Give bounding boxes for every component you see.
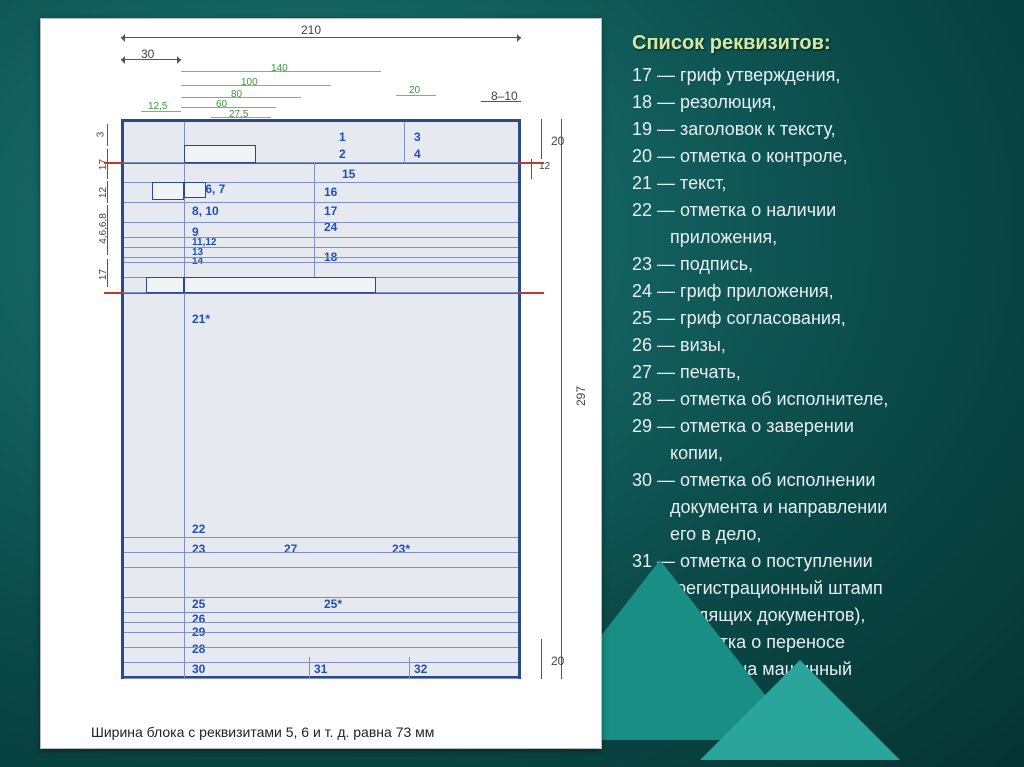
dim-8-10-label: 8–10 xyxy=(491,89,518,103)
slide: 210 30 140 100 80 60 12,5 20 27,5 8–10 xyxy=(0,0,1024,767)
dim-bot-gap xyxy=(541,639,542,679)
num-25s: 25* xyxy=(324,597,342,611)
legend-item: 22 — отметка о наличии xyxy=(632,197,994,224)
num-32n: 32 xyxy=(414,662,427,676)
field-box xyxy=(184,145,256,163)
gdim-140-label: 140 xyxy=(271,63,288,74)
gdim-60-label: 60 xyxy=(216,99,227,110)
num-23s: 23* xyxy=(392,542,410,556)
num-28n: 28 xyxy=(192,642,205,656)
bg-triangle-3 xyxy=(700,660,900,760)
ldim-17a-label: 17 xyxy=(98,159,109,170)
vline-left xyxy=(184,122,185,678)
num-30n: 30 xyxy=(192,662,205,676)
num-16: 16 xyxy=(324,185,337,199)
dim-page-height xyxy=(561,119,562,679)
legend-item: 19 — заголовок к тексту, xyxy=(632,116,994,143)
ldim-3 xyxy=(107,124,108,146)
num-31n: 31 xyxy=(314,662,327,676)
num-25n: 25 xyxy=(192,597,205,611)
legend-item: 25 — гриф согласования, xyxy=(632,305,994,332)
num-23n: 23 xyxy=(192,542,205,556)
dim-bot-gap-label: 20 xyxy=(551,654,564,668)
vline-bot-1 xyxy=(309,657,310,678)
legend-item: 23 — подпись, xyxy=(632,251,994,278)
dim-top-gap xyxy=(541,119,542,159)
field-box xyxy=(184,277,376,293)
legend-item: 18 — резолюция, xyxy=(632,89,994,116)
legend-item: 30 — отметка об исполнении xyxy=(632,467,994,494)
dim-page-height-label: 297 xyxy=(574,386,588,406)
legend-item: 29 — отметка о заверении xyxy=(632,413,994,440)
hline xyxy=(124,678,518,679)
legend-item: 24 — гриф приложения, xyxy=(632,278,994,305)
legend-item: 26 — визы, xyxy=(632,332,994,359)
diagram-caption: Ширина блока с реквизитами 5, 6 и т. д. … xyxy=(91,724,434,740)
gdim-60 xyxy=(181,107,276,108)
num-15: 15 xyxy=(342,167,355,181)
diagram-panel: 210 30 140 100 80 60 12,5 20 27,5 8–10 xyxy=(40,18,602,749)
num-810: 8, 10 xyxy=(192,204,219,218)
legend-title: Список реквизитов: xyxy=(632,28,994,58)
num-22n: 22 xyxy=(192,522,205,536)
diagram: 210 30 140 100 80 60 12,5 20 27,5 8–10 xyxy=(41,19,601,748)
legend-item: 27 — печать, xyxy=(632,359,994,386)
page-outline: 1 2 2a 2б 3 4 5, 6, 7 8, 10 9 11,12 13 1… xyxy=(121,119,521,679)
legend-item: его в дело, xyxy=(632,521,994,548)
legend-item: 28 — отметка об исполнителе, xyxy=(632,386,994,413)
num-4: 4 xyxy=(414,147,421,161)
vline-bot-2 xyxy=(409,657,410,678)
vline-mid xyxy=(314,162,315,292)
num-3: 3 xyxy=(414,130,421,144)
dim-top-gap-label: 20 xyxy=(551,134,564,148)
legend-item: 20 — отметка о контроле, xyxy=(632,143,994,170)
ldim-4668-label: 4,6,6,8 xyxy=(98,213,109,244)
ldim-12-label: 12 xyxy=(98,187,109,198)
num-26n: 26 xyxy=(192,612,205,626)
field-box xyxy=(184,182,206,198)
dim-page-width-label: 210 xyxy=(301,23,321,37)
field-box xyxy=(152,182,184,200)
vline-top-sep xyxy=(404,122,405,162)
legend-item: копии, xyxy=(632,440,994,467)
gdim-80-label: 80 xyxy=(231,89,242,100)
num-17n: 17 xyxy=(324,204,337,218)
num-2: 2 xyxy=(339,147,346,161)
ldim-3-label: 3 xyxy=(95,132,106,138)
dim-page-width xyxy=(121,37,521,38)
num-21s: 21* xyxy=(192,312,210,326)
field-box xyxy=(146,277,184,293)
num-27n: 27 xyxy=(284,542,297,556)
num-1: 1 xyxy=(339,130,346,144)
gdim-20s-label: 20 xyxy=(409,85,420,96)
legend-item: документа и направлении xyxy=(632,494,994,521)
legend-item: приложения, xyxy=(632,224,994,251)
gdim-100-label: 100 xyxy=(241,77,258,88)
dim-left-margin-label: 30 xyxy=(141,47,154,61)
legend-item: 17 — гриф утверждения, xyxy=(632,62,994,89)
legend-item: 21 — текст, xyxy=(632,170,994,197)
ldim-17b-label: 17 xyxy=(98,269,109,280)
gdim-12-5-label: 12,5 xyxy=(148,101,167,112)
